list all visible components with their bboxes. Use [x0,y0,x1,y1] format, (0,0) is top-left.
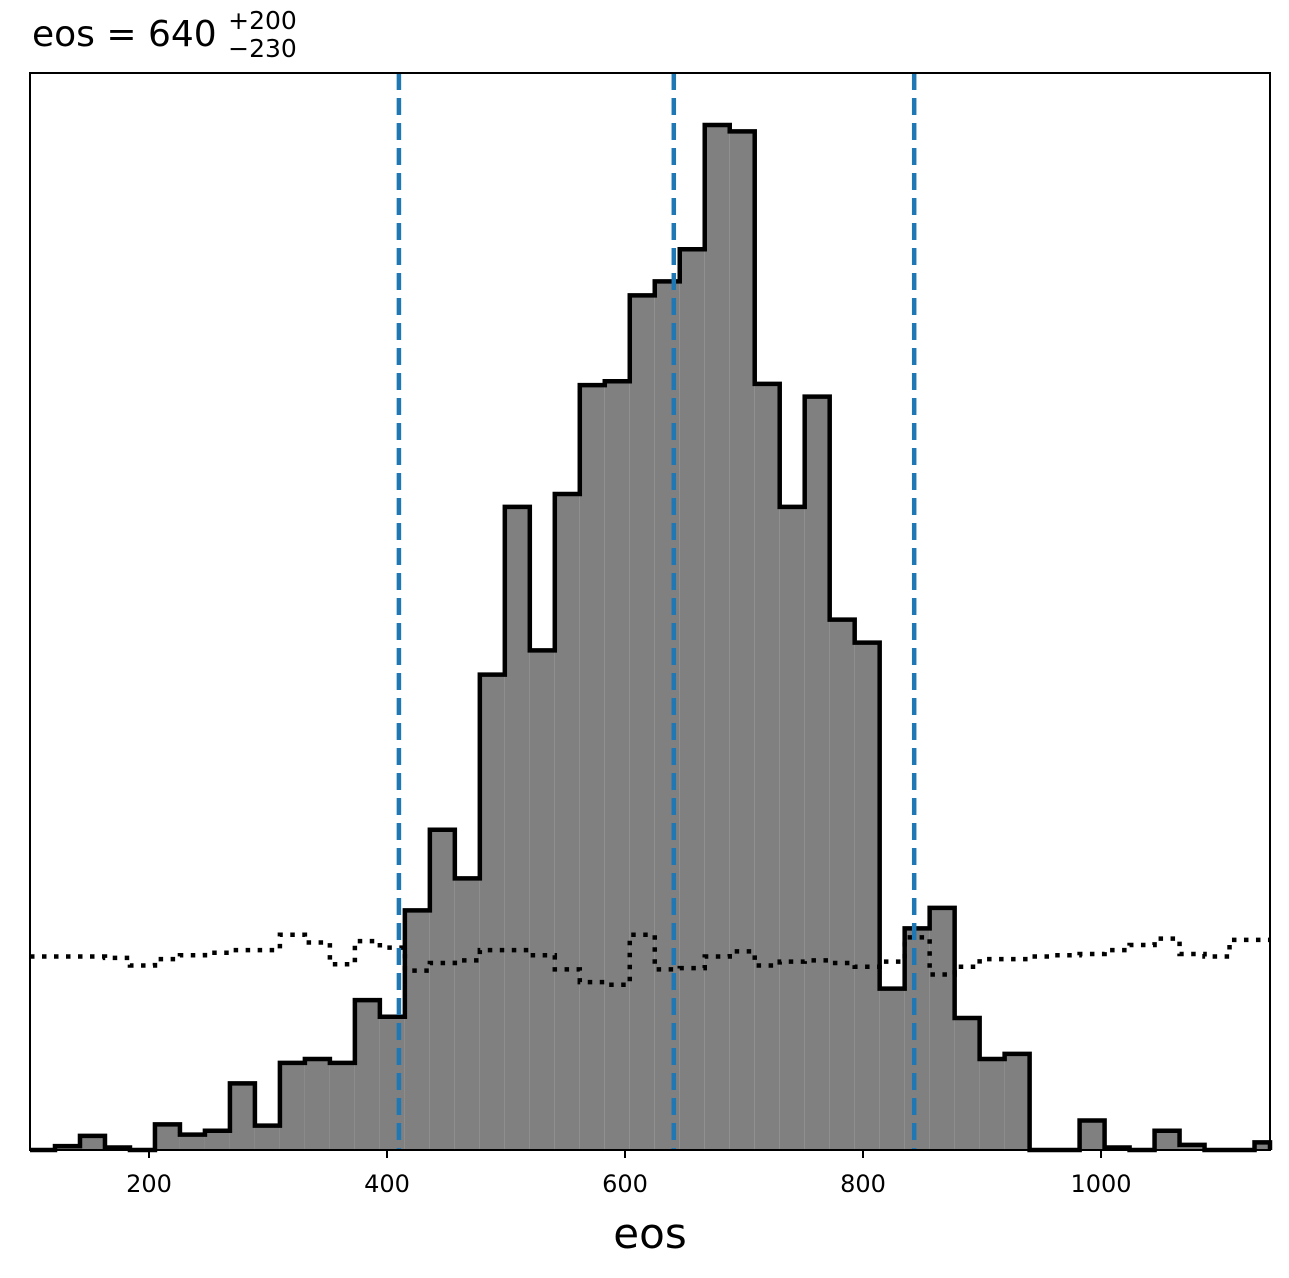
x-tick-label: 1000 [1070,1170,1131,1198]
histogram-bar [729,131,755,1150]
histogram-bar [754,383,780,1150]
histogram-bar [529,650,555,1150]
histogram-bar [929,907,955,1150]
histogram-bar [629,295,655,1150]
title-lower-error: −230 [228,34,297,63]
histogram-bar [829,619,855,1150]
histogram-bar [1004,1053,1030,1150]
histogram-bar [479,674,505,1150]
histogram-bar [229,1083,255,1150]
histogram-bar [429,829,455,1150]
x-axis-label: eos [613,1209,686,1258]
histogram-bar [279,1062,305,1150]
x-tick-label: 600 [602,1170,648,1198]
chart-title: eos = 640 +200 −230 [32,0,308,63]
title-main: eos = 640 [32,14,217,55]
histogram-bar [1079,1120,1105,1150]
histogram-bar [1154,1130,1180,1150]
histogram-bar [904,928,930,1150]
histogram-bar [979,1059,1005,1150]
histogram-bar [954,1018,980,1150]
histogram-bar [404,910,430,1150]
x-tick-label: 400 [364,1170,410,1198]
histogram-bar [554,494,580,1150]
histogram-bar [579,385,605,1150]
x-tick-label: 200 [126,1170,172,1198]
histogram-bar [704,125,730,1150]
plot-frame [29,72,1271,1151]
histogram-bar [504,506,530,1150]
histogram-bar [204,1130,230,1150]
histogram-bar [454,878,480,1150]
histogram-bar [879,988,905,1150]
title-upper-error: +200 [228,6,297,35]
histogram-bar [854,642,880,1150]
histogram-bar [804,396,830,1150]
histogram-bar [604,381,630,1150]
histogram-bar [1254,1142,1270,1150]
histogram-bar [304,1059,330,1150]
x-tick-label: 800 [840,1170,886,1198]
histogram-bar [779,506,805,1150]
histogram-bar [154,1124,180,1150]
histogram-bar [254,1125,280,1150]
histogram-bar [1179,1144,1205,1150]
histogram-bar [329,1062,355,1150]
histogram-bar [679,249,705,1150]
histogram-bar [354,1000,380,1150]
histogram-bar [79,1135,105,1150]
plot-area: 200 400 600 800 1000 [29,72,1273,1198]
histogram-bar [179,1134,205,1150]
